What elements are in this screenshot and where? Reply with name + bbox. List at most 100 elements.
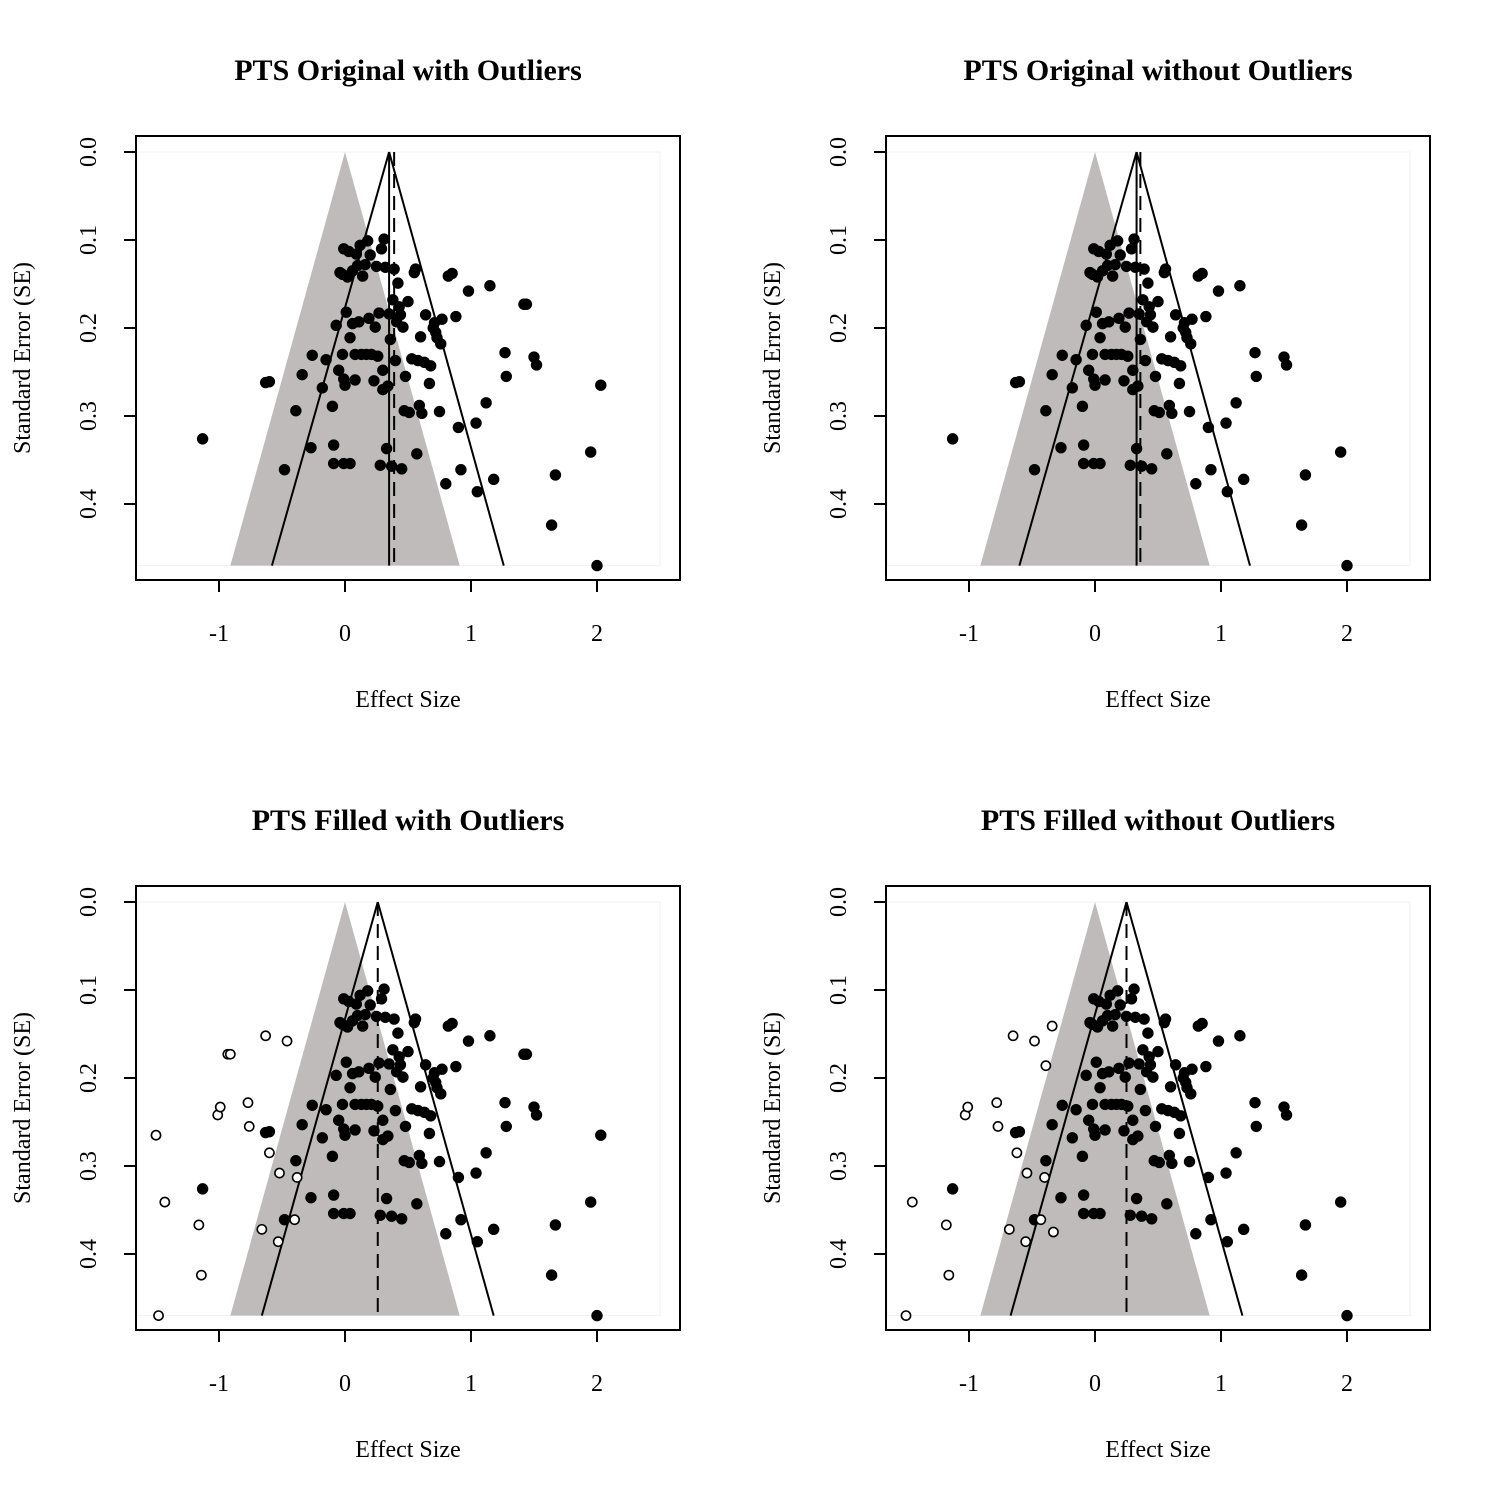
observed-study-point bbox=[411, 448, 423, 460]
observed-study-point bbox=[359, 258, 371, 271]
x-axis-label: Effect Size bbox=[1105, 687, 1211, 713]
observed-study-point bbox=[1205, 1213, 1217, 1226]
observed-study-point bbox=[384, 1083, 397, 1096]
observed-study-point bbox=[471, 1235, 483, 1248]
observed-study-point bbox=[1164, 1081, 1177, 1093]
observed-study-point bbox=[1299, 1219, 1312, 1231]
observed-study-point bbox=[1066, 1132, 1079, 1144]
observed-study-point bbox=[1142, 1027, 1154, 1039]
observed-study-point bbox=[1077, 1189, 1090, 1201]
observed-study-point bbox=[1028, 463, 1041, 476]
observed-study-point bbox=[361, 235, 374, 247]
observed-study-point bbox=[1173, 377, 1186, 390]
observed-study-point bbox=[320, 1103, 332, 1116]
observed-study-point bbox=[1190, 1228, 1202, 1240]
observed-study-point bbox=[1234, 1030, 1246, 1042]
funnel-right-line bbox=[388, 151, 505, 566]
observed-study-point bbox=[344, 1207, 356, 1220]
observed-study-point bbox=[423, 377, 436, 390]
observed-study-point bbox=[263, 1125, 276, 1138]
observed-study-point bbox=[1119, 321, 1131, 333]
observed-study-point bbox=[946, 433, 959, 445]
chart-panel-4: PTS Filled without Outliers -1 0 1 2 0.0 0.1 0.… bbox=[760, 804, 1431, 1463]
observed-study-point bbox=[1132, 1130, 1144, 1142]
observed-study-point bbox=[1280, 359, 1293, 371]
observed-study-point bbox=[545, 519, 558, 531]
observed-study-point bbox=[484, 280, 496, 292]
observed-study-point bbox=[378, 983, 390, 995]
imputed-study-point bbox=[260, 1030, 272, 1042]
observed-study-point bbox=[1123, 1057, 1135, 1069]
observed-study-point bbox=[1123, 307, 1135, 319]
observed-study-point bbox=[1152, 295, 1164, 308]
observed-study-point bbox=[1190, 478, 1202, 490]
observed-study-point bbox=[380, 1192, 393, 1205]
observed-study-point bbox=[433, 1155, 446, 1168]
observed-study-point bbox=[1133, 1058, 1145, 1070]
observed-study-point bbox=[487, 1223, 500, 1236]
observed-study-point bbox=[411, 1198, 423, 1210]
y-tick-label: 0.2 bbox=[826, 1063, 852, 1093]
observed-study-point bbox=[1185, 338, 1197, 350]
observed-study-point bbox=[344, 331, 356, 344]
observed-study-point bbox=[1109, 1008, 1121, 1021]
observed-study-point bbox=[440, 478, 452, 490]
observed-study-point bbox=[1169, 309, 1182, 321]
chart-title: PTS Filled with Outliers bbox=[252, 804, 565, 837]
observed-study-point bbox=[1249, 346, 1261, 359]
observed-study-point bbox=[382, 380, 394, 392]
observed-study-point bbox=[1250, 1120, 1262, 1133]
observed-study-point bbox=[1146, 463, 1158, 475]
observed-study-point bbox=[305, 1191, 317, 1204]
imputed-study-point bbox=[900, 1310, 912, 1321]
y-tick-label: 0.3 bbox=[76, 1151, 102, 1181]
imputed-study-point bbox=[1035, 1214, 1047, 1226]
observed-study-point bbox=[306, 349, 318, 361]
observed-study-point bbox=[383, 308, 395, 320]
observed-study-point bbox=[1299, 469, 1312, 481]
observed-study-point bbox=[585, 1196, 597, 1208]
imputed-study-point bbox=[274, 1167, 285, 1179]
y-tick-label: 0.1 bbox=[826, 225, 852, 255]
observed-study-point bbox=[374, 1209, 386, 1221]
observed-study-point bbox=[450, 1060, 462, 1073]
observed-study-point bbox=[484, 1030, 496, 1042]
observed-study-point bbox=[397, 321, 409, 333]
observed-study-point bbox=[1127, 1114, 1139, 1126]
x-tick-label: 0 bbox=[1089, 1371, 1101, 1397]
observed-study-point bbox=[1144, 309, 1157, 321]
observed-study-point bbox=[1186, 313, 1198, 325]
observed-study-point bbox=[414, 1081, 427, 1093]
observed-study-point bbox=[396, 463, 408, 475]
plot-frame bbox=[135, 885, 681, 1331]
observed-study-point bbox=[1212, 1035, 1225, 1047]
x-tick-label: 2 bbox=[1341, 621, 1353, 647]
observed-study-point bbox=[446, 267, 458, 280]
observed-study-point bbox=[1138, 263, 1150, 275]
x-tick-label: 0 bbox=[339, 621, 351, 647]
observed-study-point bbox=[1103, 316, 1115, 328]
y-tick-label: 0.2 bbox=[76, 1063, 102, 1093]
observed-study-point bbox=[1132, 380, 1144, 392]
observed-study-point bbox=[1119, 1071, 1131, 1083]
observed-study-point bbox=[1341, 559, 1353, 572]
observed-study-point bbox=[1128, 983, 1140, 995]
observed-study-point bbox=[364, 999, 376, 1011]
observed-study-point bbox=[392, 1027, 404, 1039]
observed-study-point bbox=[419, 1059, 432, 1071]
observed-study-point bbox=[450, 310, 462, 323]
observed-study-point bbox=[591, 559, 603, 572]
imputed-study-point bbox=[940, 1219, 952, 1231]
observed-study-point bbox=[389, 1104, 402, 1117]
observed-study-point bbox=[403, 406, 415, 419]
observed-study-point bbox=[1202, 421, 1215, 434]
observed-study-point bbox=[471, 485, 483, 498]
observed-study-point bbox=[1280, 1109, 1293, 1121]
x-tick-label: 2 bbox=[591, 1371, 603, 1397]
observed-study-point bbox=[263, 375, 276, 388]
chart-title: PTS Filled without Outliers bbox=[981, 804, 1335, 837]
observed-study-point bbox=[330, 319, 342, 332]
observed-study-point bbox=[1185, 1088, 1197, 1100]
x-tick-label: 0 bbox=[339, 1371, 351, 1397]
